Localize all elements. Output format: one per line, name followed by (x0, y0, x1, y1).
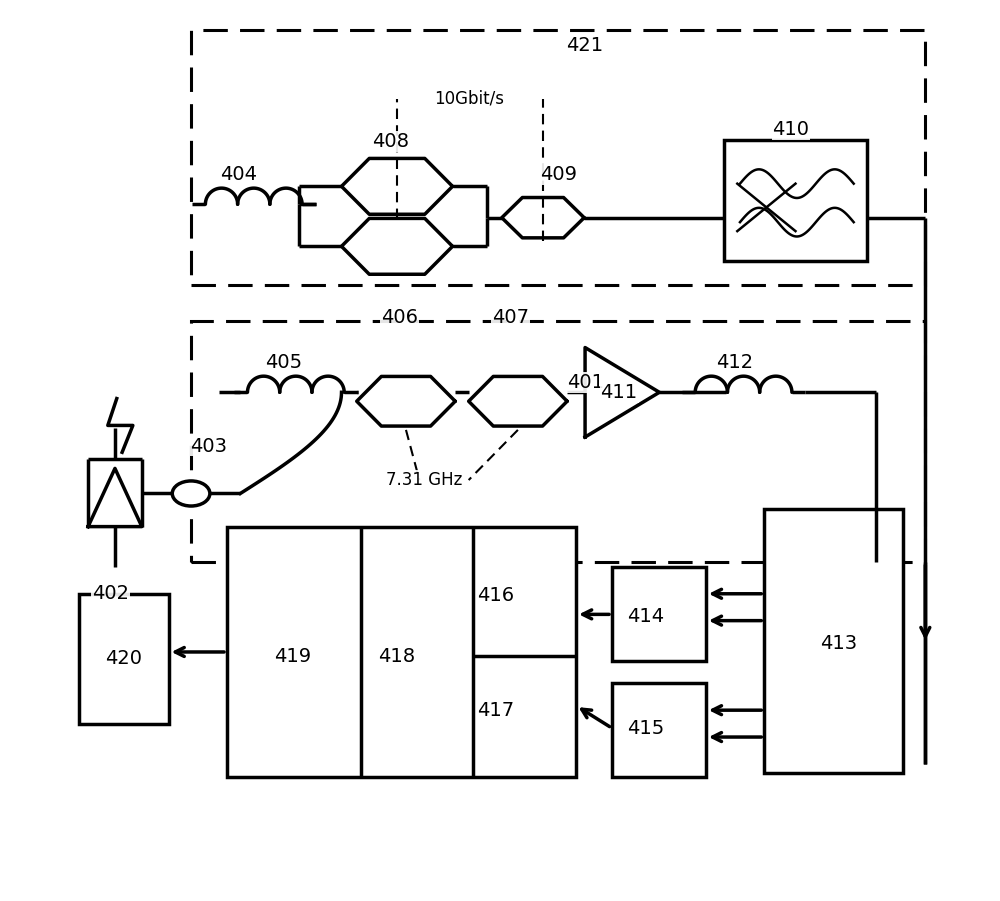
Ellipse shape (172, 481, 210, 506)
Polygon shape (612, 567, 706, 661)
Text: 401: 401 (567, 373, 604, 392)
Text: 7.31 GHz: 7.31 GHz (386, 471, 462, 489)
Polygon shape (79, 594, 169, 724)
Text: 415: 415 (627, 719, 665, 738)
Polygon shape (612, 683, 706, 778)
Text: 10Gbit/s: 10Gbit/s (434, 89, 504, 107)
Text: 411: 411 (601, 383, 638, 402)
Polygon shape (585, 348, 659, 437)
Polygon shape (724, 140, 867, 260)
Text: 406: 406 (381, 308, 418, 327)
Text: 403: 403 (190, 436, 227, 456)
Text: 407: 407 (492, 308, 529, 327)
Text: 416: 416 (477, 586, 514, 605)
Text: 420: 420 (105, 649, 142, 668)
Text: 405: 405 (265, 353, 302, 372)
Text: 414: 414 (627, 606, 665, 625)
Text: 404: 404 (220, 165, 257, 184)
Polygon shape (764, 509, 903, 773)
Text: 412: 412 (716, 353, 753, 372)
Text: 421: 421 (567, 36, 604, 55)
Text: 402: 402 (92, 584, 129, 604)
Text: 413: 413 (820, 633, 857, 652)
Text: 418: 418 (378, 647, 416, 666)
Text: 417: 417 (477, 701, 514, 720)
Text: 408: 408 (372, 132, 409, 151)
Polygon shape (227, 526, 576, 778)
Text: 410: 410 (773, 121, 810, 140)
Text: 419: 419 (274, 647, 311, 666)
Text: 409: 409 (540, 165, 577, 184)
